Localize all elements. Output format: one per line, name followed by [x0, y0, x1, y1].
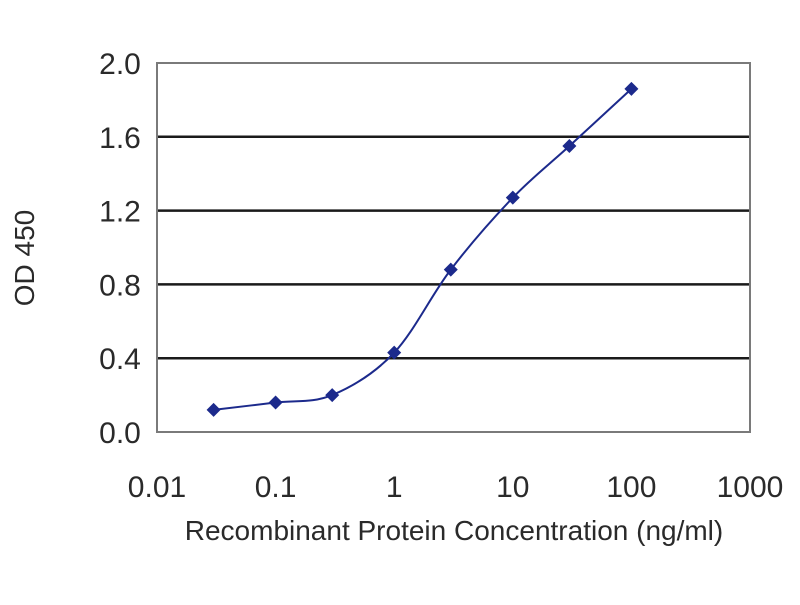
data-markers [206, 81, 639, 417]
y-tick-label: 0.8 [99, 269, 141, 302]
data-point [443, 262, 458, 277]
data-point [505, 190, 520, 205]
y-tick-label: 2.0 [99, 48, 141, 81]
data-point [268, 395, 283, 410]
data-point [206, 402, 221, 417]
y-tick-label: 0.0 [99, 417, 141, 450]
x-tick-label: 0.01 [128, 471, 186, 504]
y-tick-label: 0.4 [99, 343, 141, 376]
x-axis-title: Recombinant Protein Concentration (ng/ml… [185, 515, 723, 546]
data-point [624, 81, 639, 96]
y-tick-label: 1.2 [99, 196, 141, 229]
plot-area [156, 62, 751, 433]
x-tick-label: 100 [606, 471, 656, 504]
data-point [562, 139, 577, 154]
y-tick-label: 1.6 [99, 122, 141, 155]
data-point [387, 345, 402, 360]
x-tick-labels: 0.01 0.1 1 10 100 1000 [128, 471, 784, 504]
x-tick-label: 1000 [717, 471, 784, 504]
x-tick-label: 1 [386, 471, 403, 504]
grid-lines [157, 135, 750, 360]
y-tick-labels: 0.0 0.4 0.8 1.2 1.6 2.0 [99, 48, 141, 450]
x-tick-label: 0.1 [255, 471, 297, 504]
x-tick-label: 10 [496, 471, 529, 504]
data-point [325, 388, 340, 403]
y-axis-title: OD 450 [9, 210, 40, 307]
